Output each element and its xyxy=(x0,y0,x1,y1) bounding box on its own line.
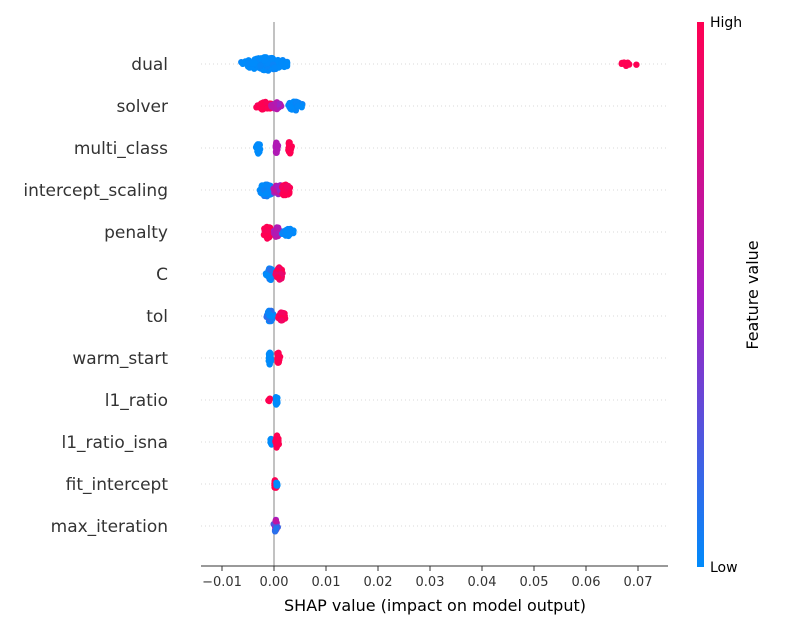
shap-point xyxy=(285,232,292,240)
shap-point xyxy=(261,56,268,64)
shap-point xyxy=(264,228,272,235)
row-gridlines xyxy=(201,63,668,527)
x-tick-label: 0.04 xyxy=(468,575,497,590)
shap-point xyxy=(283,182,291,190)
colorbar: High Low Feature value xyxy=(697,15,762,576)
shap-point xyxy=(285,140,292,147)
x-tick-label: 0.02 xyxy=(364,575,393,590)
shap-point xyxy=(263,182,271,189)
feature-label-penalty: penalty xyxy=(104,223,168,243)
x-tick-label: −0.01 xyxy=(202,575,242,590)
colorbar-gradient xyxy=(697,22,704,567)
shap-point xyxy=(268,103,275,110)
x-axis-ticks: −0.01 0.00 0.01 0.02 0.03 0.04 0.05 0.06 0.07 xyxy=(202,566,652,590)
shap-point xyxy=(266,266,273,273)
shap-point xyxy=(623,61,630,68)
feature-label-l1-ratio: l1_ratio xyxy=(105,391,168,411)
shap-point xyxy=(274,274,281,281)
shap-point xyxy=(267,351,274,358)
shap-point xyxy=(298,104,305,111)
feature-label-warm-start: warm_start xyxy=(72,349,168,369)
x-tick-label: 0.03 xyxy=(416,575,445,590)
feature-label-multi-class: multi_class xyxy=(74,139,168,159)
shap-point xyxy=(278,317,285,324)
feature-label-dual: dual xyxy=(131,55,168,75)
colorbar-title: Feature value xyxy=(743,240,762,349)
shap-point xyxy=(273,146,281,154)
shap-point xyxy=(257,62,264,70)
shap-point xyxy=(278,59,285,67)
shap-point xyxy=(271,64,278,71)
feature-label-C: C xyxy=(156,265,168,285)
shap-point xyxy=(272,231,279,238)
shap-point xyxy=(283,59,291,67)
shap-point xyxy=(273,480,280,487)
shap-point xyxy=(266,395,273,402)
shap-point xyxy=(272,518,279,525)
shap-point xyxy=(274,358,282,365)
shap-point xyxy=(273,525,280,532)
shap-point xyxy=(280,191,287,199)
feature-label-tol: tol xyxy=(146,307,168,327)
shap-point xyxy=(239,60,246,67)
feature-label-fit-intercept: fit_intercept xyxy=(66,475,169,495)
shap-point xyxy=(264,308,272,316)
shap-point xyxy=(258,100,265,107)
shap-point xyxy=(274,440,281,447)
feature-label-l1-ratio-isna: l1_ratio_isna xyxy=(61,433,168,453)
beeswarm-points xyxy=(238,54,640,535)
shap-point xyxy=(264,234,271,241)
feature-labels: dual solver multi_class intercept_scalingpe… xyxy=(23,55,168,537)
colorbar-high-label: High xyxy=(710,15,742,31)
shap-point xyxy=(286,104,293,111)
shap-point xyxy=(273,397,280,404)
feature-label-intercept-scaling: intercept_scaling xyxy=(23,181,168,201)
shap-point xyxy=(262,271,270,279)
x-tick-label: 0.06 xyxy=(572,575,601,590)
shap-point xyxy=(279,309,286,317)
shap-point xyxy=(275,101,282,108)
colorbar-low-label: Low xyxy=(710,560,738,576)
x-tick-label: 0.00 xyxy=(260,575,289,590)
feature-label-max-iteration: max_iteration xyxy=(51,517,168,537)
shap-point xyxy=(249,60,256,67)
feature-label-solver: solver xyxy=(117,97,169,117)
x-tick-label: 0.07 xyxy=(624,575,653,590)
x-tick-label: 0.05 xyxy=(520,575,549,590)
x-tick-label: 0.01 xyxy=(312,575,341,590)
x-axis-title: SHAP value (impact on model output) xyxy=(284,596,586,615)
shap-point xyxy=(254,145,262,152)
shap-point xyxy=(633,61,640,68)
shap-point xyxy=(275,352,282,359)
shap-point xyxy=(286,146,293,153)
